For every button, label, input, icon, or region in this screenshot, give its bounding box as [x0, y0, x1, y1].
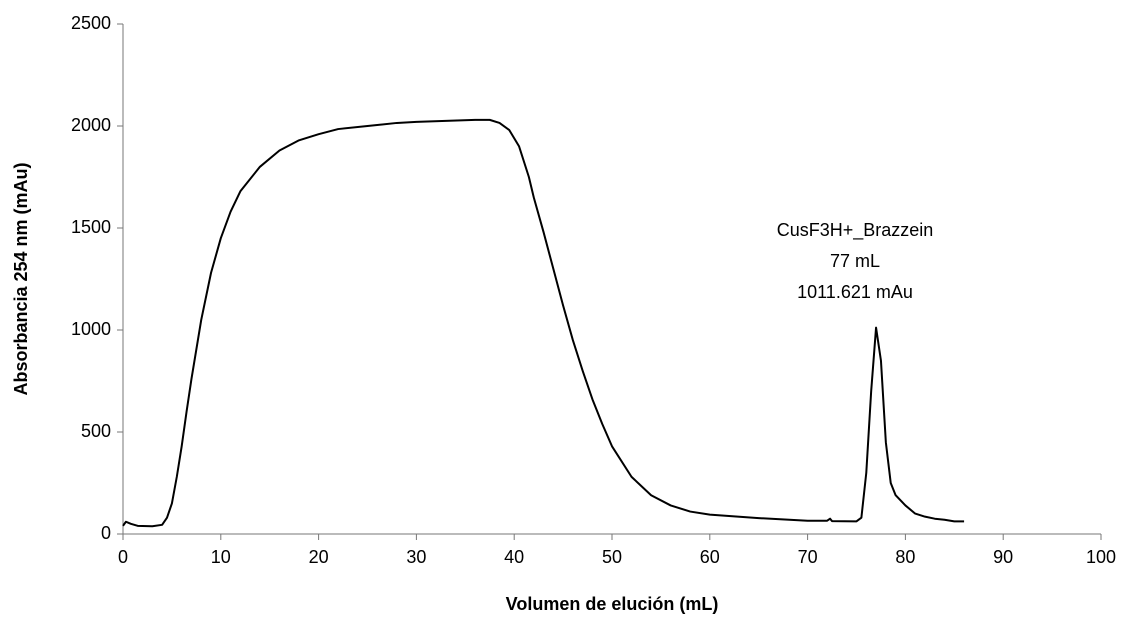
x-tick-label: 90 — [993, 547, 1013, 567]
y-tick-label: 2000 — [71, 115, 111, 135]
x-tick-label: 0 — [118, 547, 128, 567]
x-tick-label: 80 — [895, 547, 915, 567]
x-tick-label: 10 — [211, 547, 231, 567]
annotation: 1011.621 mAu — [797, 282, 913, 302]
x-tick-label: 20 — [309, 547, 329, 567]
x-axis-title: Volumen de elución (mL) — [506, 594, 719, 614]
y-tick-label: 0 — [101, 523, 111, 543]
y-tick-label: 1000 — [71, 319, 111, 339]
y-axis-title: Absorbancia 254 nm (mAu) — [11, 162, 31, 395]
x-tick-label: 70 — [798, 547, 818, 567]
annotation: 77 mL — [830, 251, 880, 271]
x-tick-label: 100 — [1086, 547, 1116, 567]
y-tick-label: 2500 — [71, 13, 111, 33]
x-tick-label: 30 — [406, 547, 426, 567]
x-tick-label: 40 — [504, 547, 524, 567]
data-line — [122, 118, 965, 528]
y-tick-label: 500 — [81, 421, 111, 441]
x-tick-label: 50 — [602, 547, 622, 567]
y-tick-label: 1500 — [71, 217, 111, 237]
x-tick-label: 60 — [700, 547, 720, 567]
annotation: CusF3H+_Brazzein — [777, 220, 934, 241]
